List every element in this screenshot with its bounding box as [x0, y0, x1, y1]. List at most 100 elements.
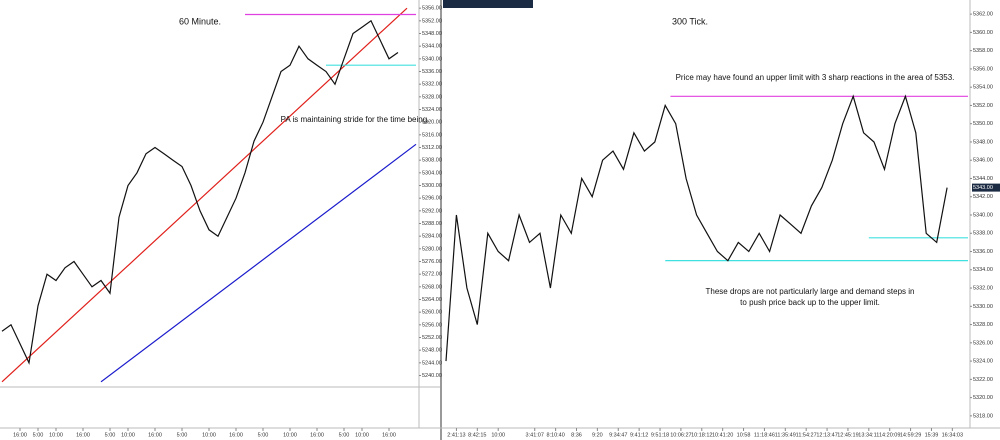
x-tick-label: 15:39 — [925, 432, 939, 438]
y-tick-label: 5320.00 — [422, 120, 442, 126]
y-tick-label: 5272.00 — [422, 272, 442, 278]
y-tick-label: 5296.00 — [422, 196, 442, 202]
x-tick-label: 14:20:09 — [879, 432, 900, 438]
x-tick-label: 11:54:27 — [796, 432, 817, 438]
x-tick-label: 10:00 — [355, 432, 369, 438]
y-tick-label: 5356.00 — [973, 66, 993, 72]
y-tick-label: 5338.00 — [973, 231, 993, 237]
y-tick-label: 5358.00 — [973, 48, 993, 54]
y-tick-label: 5252.00 — [422, 335, 442, 341]
y-tick-label: 5336.00 — [973, 249, 993, 255]
y-tick-label: 5352.00 — [422, 18, 442, 24]
annotation: Price may have found an upper limit with… — [676, 73, 955, 82]
y-tick-label: 5288.00 — [422, 221, 442, 227]
chart-title: 60 Minute. — [179, 16, 221, 26]
x-tick-label: 9:20 — [592, 432, 603, 438]
y-tick-label: 5248.00 — [422, 348, 442, 354]
y-tick-label: 5362.00 — [973, 12, 993, 18]
price-line — [445, 94, 948, 362]
y-tick-label: 5260.00 — [422, 310, 442, 316]
drawn-line — [100, 143, 417, 383]
x-tick-label: 13:34:11 — [858, 432, 879, 438]
x-tick-label: 10:00 — [202, 432, 216, 438]
y-tick-label: 5264.00 — [422, 297, 442, 303]
x-tick-label: 5:00 — [105, 432, 116, 438]
x-tick-label: 5:00 — [33, 432, 44, 438]
annotation: PA is maintaining stride for the time be… — [281, 115, 430, 124]
y-tick-label: 5256.00 — [422, 322, 442, 328]
y-tick-label: 5328.00 — [422, 94, 442, 100]
x-tick-label: 10:58 — [737, 432, 751, 438]
x-tick-label: 10:00 — [491, 432, 505, 438]
x-tick-label: 12:13:47 — [816, 432, 837, 438]
y-tick-label: 5352.00 — [973, 103, 993, 109]
x-tick-label: 16:00 — [13, 432, 27, 438]
x-tick-label: 12:45:19 — [837, 432, 858, 438]
y-tick-label: 5346.00 — [973, 158, 993, 164]
y-tick-label: 5280.00 — [422, 246, 442, 252]
x-tick-label: 5:00 — [258, 432, 269, 438]
y-tick-label: 5300.00 — [422, 183, 442, 189]
x-tick-label: 8:42:15 — [468, 432, 486, 438]
y-tick-label: 5340.00 — [973, 212, 993, 218]
y-tick-label: 5360.00 — [973, 30, 993, 36]
x-tick-label: 10:00 — [121, 432, 135, 438]
x-tick-label: 16:00 — [229, 432, 243, 438]
y-tick-label: 5276.00 — [422, 259, 442, 265]
y-tick-label: 5322.00 — [973, 377, 993, 383]
x-tick-label: 5:00 — [177, 432, 188, 438]
x-tick-label: 11:18:46 — [754, 432, 775, 438]
x-tick-label: 10:06:27 — [670, 432, 691, 438]
x-tick-label: 10:41:20 — [712, 432, 733, 438]
y-tick-label: 5328.00 — [973, 322, 993, 328]
y-tick-label: 5336.00 — [422, 69, 442, 75]
y-tick-label: 5292.00 — [422, 208, 442, 214]
last-price-box — [972, 183, 1000, 192]
y-tick-label: 5340.00 — [422, 56, 442, 62]
x-tick-label: 9:51:18 — [651, 432, 669, 438]
y-tick-label: 5268.00 — [422, 284, 442, 290]
x-tick-label: 8:36 — [571, 432, 582, 438]
x-tick-label: 8:10:40 — [546, 432, 564, 438]
x-tick-label: 14:59:29 — [900, 432, 921, 438]
y-tick-label: 5308.00 — [422, 158, 442, 164]
x-tick-label: 16:00 — [310, 432, 324, 438]
annotation: to push price back up to the upper limit… — [740, 298, 880, 307]
x-tick-label: 16:00 — [76, 432, 90, 438]
y-tick-label: 5318.00 — [973, 413, 993, 419]
price-line — [1, 19, 399, 365]
chart-title: 300 Tick. — [672, 16, 708, 26]
y-tick-label: 5304.00 — [422, 170, 442, 176]
y-tick-label: 5330.00 — [973, 304, 993, 310]
y-tick-label: 5324.00 — [422, 107, 442, 113]
y-tick-label: 5344.00 — [422, 44, 442, 50]
x-tick-label: 16:00 — [148, 432, 162, 438]
annotation: These drops are not particularly large a… — [705, 287, 914, 296]
x-tick-label: 11:35:49 — [775, 432, 796, 438]
y-tick-label: 5350.00 — [973, 121, 993, 127]
last-price-label: 5343.00 — [973, 185, 993, 191]
y-tick-label: 5320.00 — [973, 395, 993, 401]
y-tick-label: 5316.00 — [422, 132, 442, 138]
y-tick-label: 5284.00 — [422, 234, 442, 240]
x-tick-label: 16:34:03 — [942, 432, 963, 438]
x-tick-label: 9:41:12 — [630, 432, 648, 438]
y-tick-label: 5356.00 — [422, 6, 442, 12]
x-tick-label: 10:00 — [49, 432, 63, 438]
y-tick-label: 5324.00 — [973, 359, 993, 365]
y-tick-label: 5244.00 — [422, 360, 442, 366]
y-tick-label: 5354.00 — [973, 85, 993, 91]
y-tick-label: 5344.00 — [973, 176, 993, 182]
y-tick-label: 5342.00 — [973, 194, 993, 200]
x-tick-label: 10:00 — [283, 432, 297, 438]
y-tick-label: 5348.00 — [973, 139, 993, 145]
y-tick-label: 5240.00 — [422, 373, 442, 379]
x-tick-label: 2:41:13 — [447, 432, 465, 438]
y-tick-label: 5332.00 — [973, 285, 993, 291]
y-tick-label: 5332.00 — [422, 82, 442, 88]
chart-header — [443, 0, 533, 8]
y-tick-label: 5348.00 — [422, 31, 442, 37]
x-tick-label: 3:41:07 — [526, 432, 544, 438]
